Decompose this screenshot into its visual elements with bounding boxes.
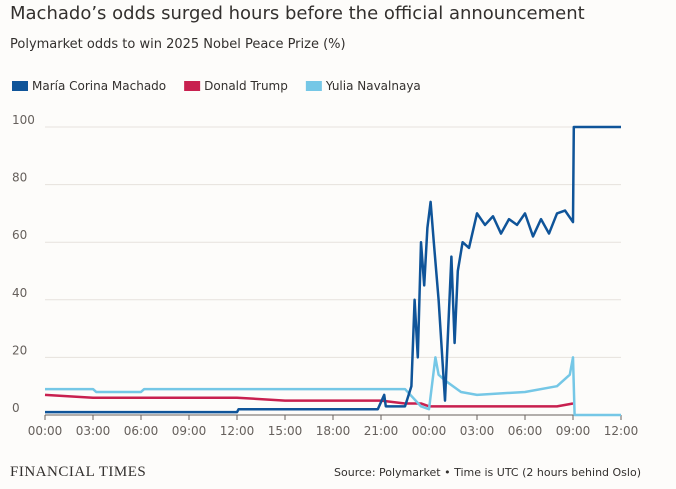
legend-label: Donald Trump [204, 79, 288, 93]
source: Source: Polymarket • Time is UTC (2 hour… [334, 466, 641, 479]
line [45, 356, 621, 417]
x-tick-label: 12:00 [220, 424, 255, 438]
line [45, 125, 621, 414]
x-tick-label: 00:00 [412, 424, 447, 438]
x-tick-label: 09:00 [556, 424, 591, 438]
brand: FINANCIAL TIMES [10, 464, 146, 480]
legend-label: Yulia Navalnaya [325, 79, 421, 93]
y-tick-label: 60 [12, 228, 27, 242]
x-tick-label: 09:00 [172, 424, 207, 438]
legend-swatch [305, 81, 322, 91]
legend-swatch [184, 81, 201, 91]
y-tick-label: 0 [12, 401, 20, 415]
legend-swatch [12, 81, 28, 91]
y-tick-label: 40 [12, 286, 27, 300]
x-tick-label: 15:00 [268, 424, 303, 438]
x-tick-label: 18:00 [316, 424, 351, 438]
x-tick-label: 06:00 [124, 424, 159, 438]
x-tick-label: 03:00 [460, 424, 495, 438]
x-tick-label: 06:00 [508, 424, 543, 438]
chart-subtitle: Polymarket odds to win 2025 Nobel Peace … [10, 37, 346, 52]
x-tick-label: 12:00 [604, 424, 639, 438]
line [44, 393, 574, 408]
x-tick-label: 03:00 [76, 424, 111, 438]
y-tick-label: 100 [12, 113, 35, 127]
chart-title: Machado’s odds surged hours before the o… [10, 3, 585, 24]
legend-label: María Corina Machado [32, 79, 166, 93]
x-tick-label: 21:00 [364, 424, 399, 438]
y-tick-label: 20 [12, 343, 27, 357]
y-tick-label: 80 [12, 171, 27, 185]
x-tick-label: 00:00 [28, 424, 63, 438]
